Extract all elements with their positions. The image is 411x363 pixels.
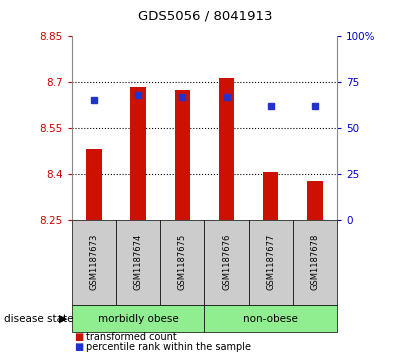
- Bar: [116, 220, 160, 305]
- Bar: [219, 78, 234, 220]
- Text: GSM1187677: GSM1187677: [266, 234, 275, 290]
- Text: ▶: ▶: [60, 314, 68, 323]
- Text: GSM1187678: GSM1187678: [310, 234, 319, 290]
- Text: GSM1187675: GSM1187675: [178, 234, 187, 290]
- Text: GDS5056 / 8041913: GDS5056 / 8041913: [138, 9, 273, 22]
- Text: disease state: disease state: [4, 314, 74, 323]
- Bar: [175, 90, 190, 220]
- Bar: [72, 220, 116, 305]
- Bar: [263, 172, 279, 220]
- Bar: [307, 182, 323, 220]
- Text: non-obese: non-obese: [243, 314, 298, 323]
- Text: GSM1187674: GSM1187674: [134, 234, 143, 290]
- Text: morbidly obese: morbidly obese: [98, 314, 178, 323]
- Bar: [72, 305, 205, 332]
- Bar: [205, 305, 337, 332]
- Text: GSM1187673: GSM1187673: [90, 234, 99, 290]
- Bar: [160, 220, 205, 305]
- Text: transformed count: transformed count: [86, 332, 177, 342]
- Bar: [249, 220, 293, 305]
- Text: ■: ■: [74, 332, 83, 342]
- Text: percentile rank within the sample: percentile rank within the sample: [86, 342, 251, 352]
- Bar: [205, 220, 249, 305]
- Text: GSM1187676: GSM1187676: [222, 234, 231, 290]
- Bar: [130, 87, 146, 220]
- Bar: [293, 220, 337, 305]
- Bar: [86, 149, 102, 220]
- Text: ■: ■: [74, 342, 83, 352]
